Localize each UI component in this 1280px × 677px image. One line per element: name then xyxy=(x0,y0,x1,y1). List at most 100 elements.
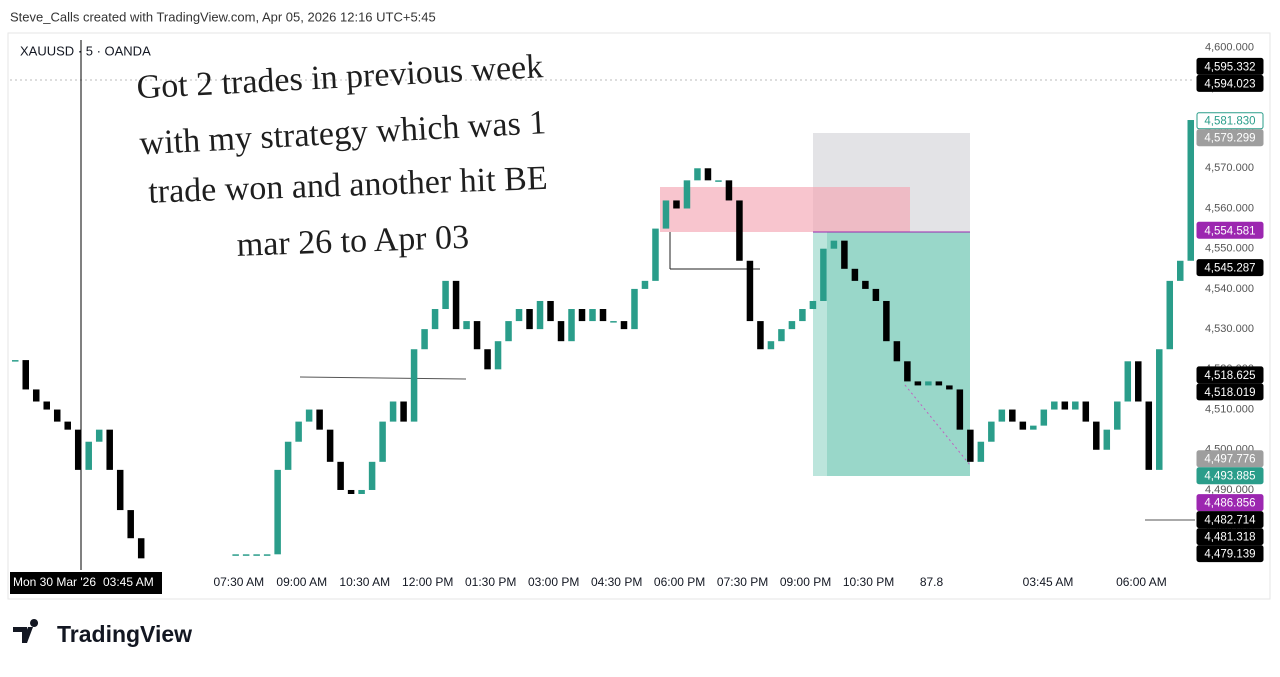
price-label-box xyxy=(1196,74,1264,92)
y-tick-label: 4,600.000 xyxy=(1205,42,1254,54)
y-tick-label: 4,490.000 xyxy=(1205,484,1254,496)
price-label: 4,497.776 xyxy=(1204,454,1255,466)
candle xyxy=(347,489,355,494)
candle xyxy=(242,554,250,556)
y-tick-label: 4,510.000 xyxy=(1205,403,1254,415)
symbol: XAUUSD · 5 · OANDA xyxy=(20,43,151,58)
candle xyxy=(830,240,838,249)
candle xyxy=(284,441,292,470)
candle xyxy=(95,429,103,442)
x-tick-label: 06:00 PM xyxy=(654,575,705,589)
candle xyxy=(673,200,680,209)
candle xyxy=(326,429,334,462)
candle xyxy=(368,461,376,490)
candle xyxy=(725,180,733,201)
candle xyxy=(1114,401,1121,430)
y-tick-label: 4,550.000 xyxy=(1205,243,1254,255)
candle xyxy=(515,309,523,322)
supply-zone xyxy=(660,187,910,232)
price-label: 4,579.299 xyxy=(1204,133,1255,145)
candle xyxy=(578,309,586,322)
price-label: 4,545.287 xyxy=(1204,263,1255,275)
price-label-box xyxy=(1196,511,1264,529)
candle xyxy=(998,409,1006,422)
x-axis: 07:30 AM 09:00 AM 10:30 AM 12:00 PM 01:30 PM… xyxy=(213,575,1166,589)
candle xyxy=(463,321,470,330)
price-label: 4,554.581 xyxy=(1204,225,1255,237)
price-label: 4,481.318 xyxy=(1204,532,1255,544)
candle xyxy=(589,309,596,322)
candle xyxy=(862,280,869,289)
x-tick-label: 07:30 PM xyxy=(717,575,768,589)
candle xyxy=(988,421,995,442)
candle xyxy=(1082,401,1090,422)
candle xyxy=(274,469,281,555)
target-zone xyxy=(813,232,970,476)
candle xyxy=(32,389,40,402)
price-label: 4,518.625 xyxy=(1204,370,1255,382)
candle xyxy=(778,329,785,342)
price-label-box xyxy=(1196,112,1264,130)
candle xyxy=(967,429,974,462)
brand: TradingView xyxy=(57,621,192,647)
price-label-box xyxy=(1196,545,1264,563)
candle xyxy=(683,180,691,209)
price-label-box xyxy=(1196,57,1264,75)
candle xyxy=(1009,409,1016,422)
candle xyxy=(872,288,880,301)
x-tick-label: 87.8 xyxy=(920,575,944,589)
candle xyxy=(85,441,92,470)
candle xyxy=(1187,120,1195,261)
price-label: 4,594.023 xyxy=(1204,78,1255,90)
logo-icon xyxy=(13,619,39,643)
candle xyxy=(620,321,628,330)
candle xyxy=(232,554,239,556)
candle xyxy=(43,401,50,410)
crosshair-date: Mon 30 Mar '26 xyxy=(13,575,96,589)
candle xyxy=(851,268,859,281)
candle xyxy=(1177,260,1184,281)
candle xyxy=(1093,421,1100,450)
candle xyxy=(977,441,985,462)
candle xyxy=(935,381,943,386)
candle xyxy=(442,280,449,310)
x-tick-label: 10:30 AM xyxy=(339,575,390,589)
candle xyxy=(137,538,145,559)
candle xyxy=(452,280,460,330)
x-tick-label: 04:30 PM xyxy=(591,575,642,589)
candle xyxy=(925,381,932,386)
candle xyxy=(641,280,649,289)
candle xyxy=(788,321,796,330)
footer-logo: TradingView xyxy=(13,619,192,647)
candle xyxy=(1061,401,1069,410)
candle xyxy=(389,401,397,422)
price-label-box xyxy=(1196,259,1264,277)
candle xyxy=(1103,429,1111,450)
candle xyxy=(263,554,271,556)
candle xyxy=(599,309,607,322)
x-tick-label: 09:00 AM xyxy=(276,575,327,589)
candle xyxy=(662,200,670,229)
x-tick-label: 09:00 PM xyxy=(780,575,831,589)
header-text: Steve_Calls created with TradingView.com… xyxy=(10,9,436,24)
price-label-box xyxy=(1196,221,1264,239)
x-tick-label: 06:00 AM xyxy=(1116,575,1167,589)
candle xyxy=(547,300,554,322)
candle xyxy=(431,309,439,330)
candle xyxy=(1040,409,1048,426)
candle xyxy=(652,228,659,281)
candle xyxy=(64,421,71,430)
candle xyxy=(1051,401,1058,410)
candle xyxy=(421,329,428,350)
price-label-box xyxy=(1196,450,1264,468)
price-label: 4,479.139 xyxy=(1204,549,1255,561)
y-tick-label: 4,530.000 xyxy=(1205,323,1254,335)
level-line xyxy=(299,376,467,380)
candle xyxy=(767,341,775,350)
price-label: 4,518.019 xyxy=(1204,387,1255,399)
x-tick-label: 12:00 PM xyxy=(402,575,453,589)
x-tick-label: 10:30 PM xyxy=(843,575,894,589)
candle xyxy=(526,309,533,330)
candle xyxy=(757,321,764,350)
